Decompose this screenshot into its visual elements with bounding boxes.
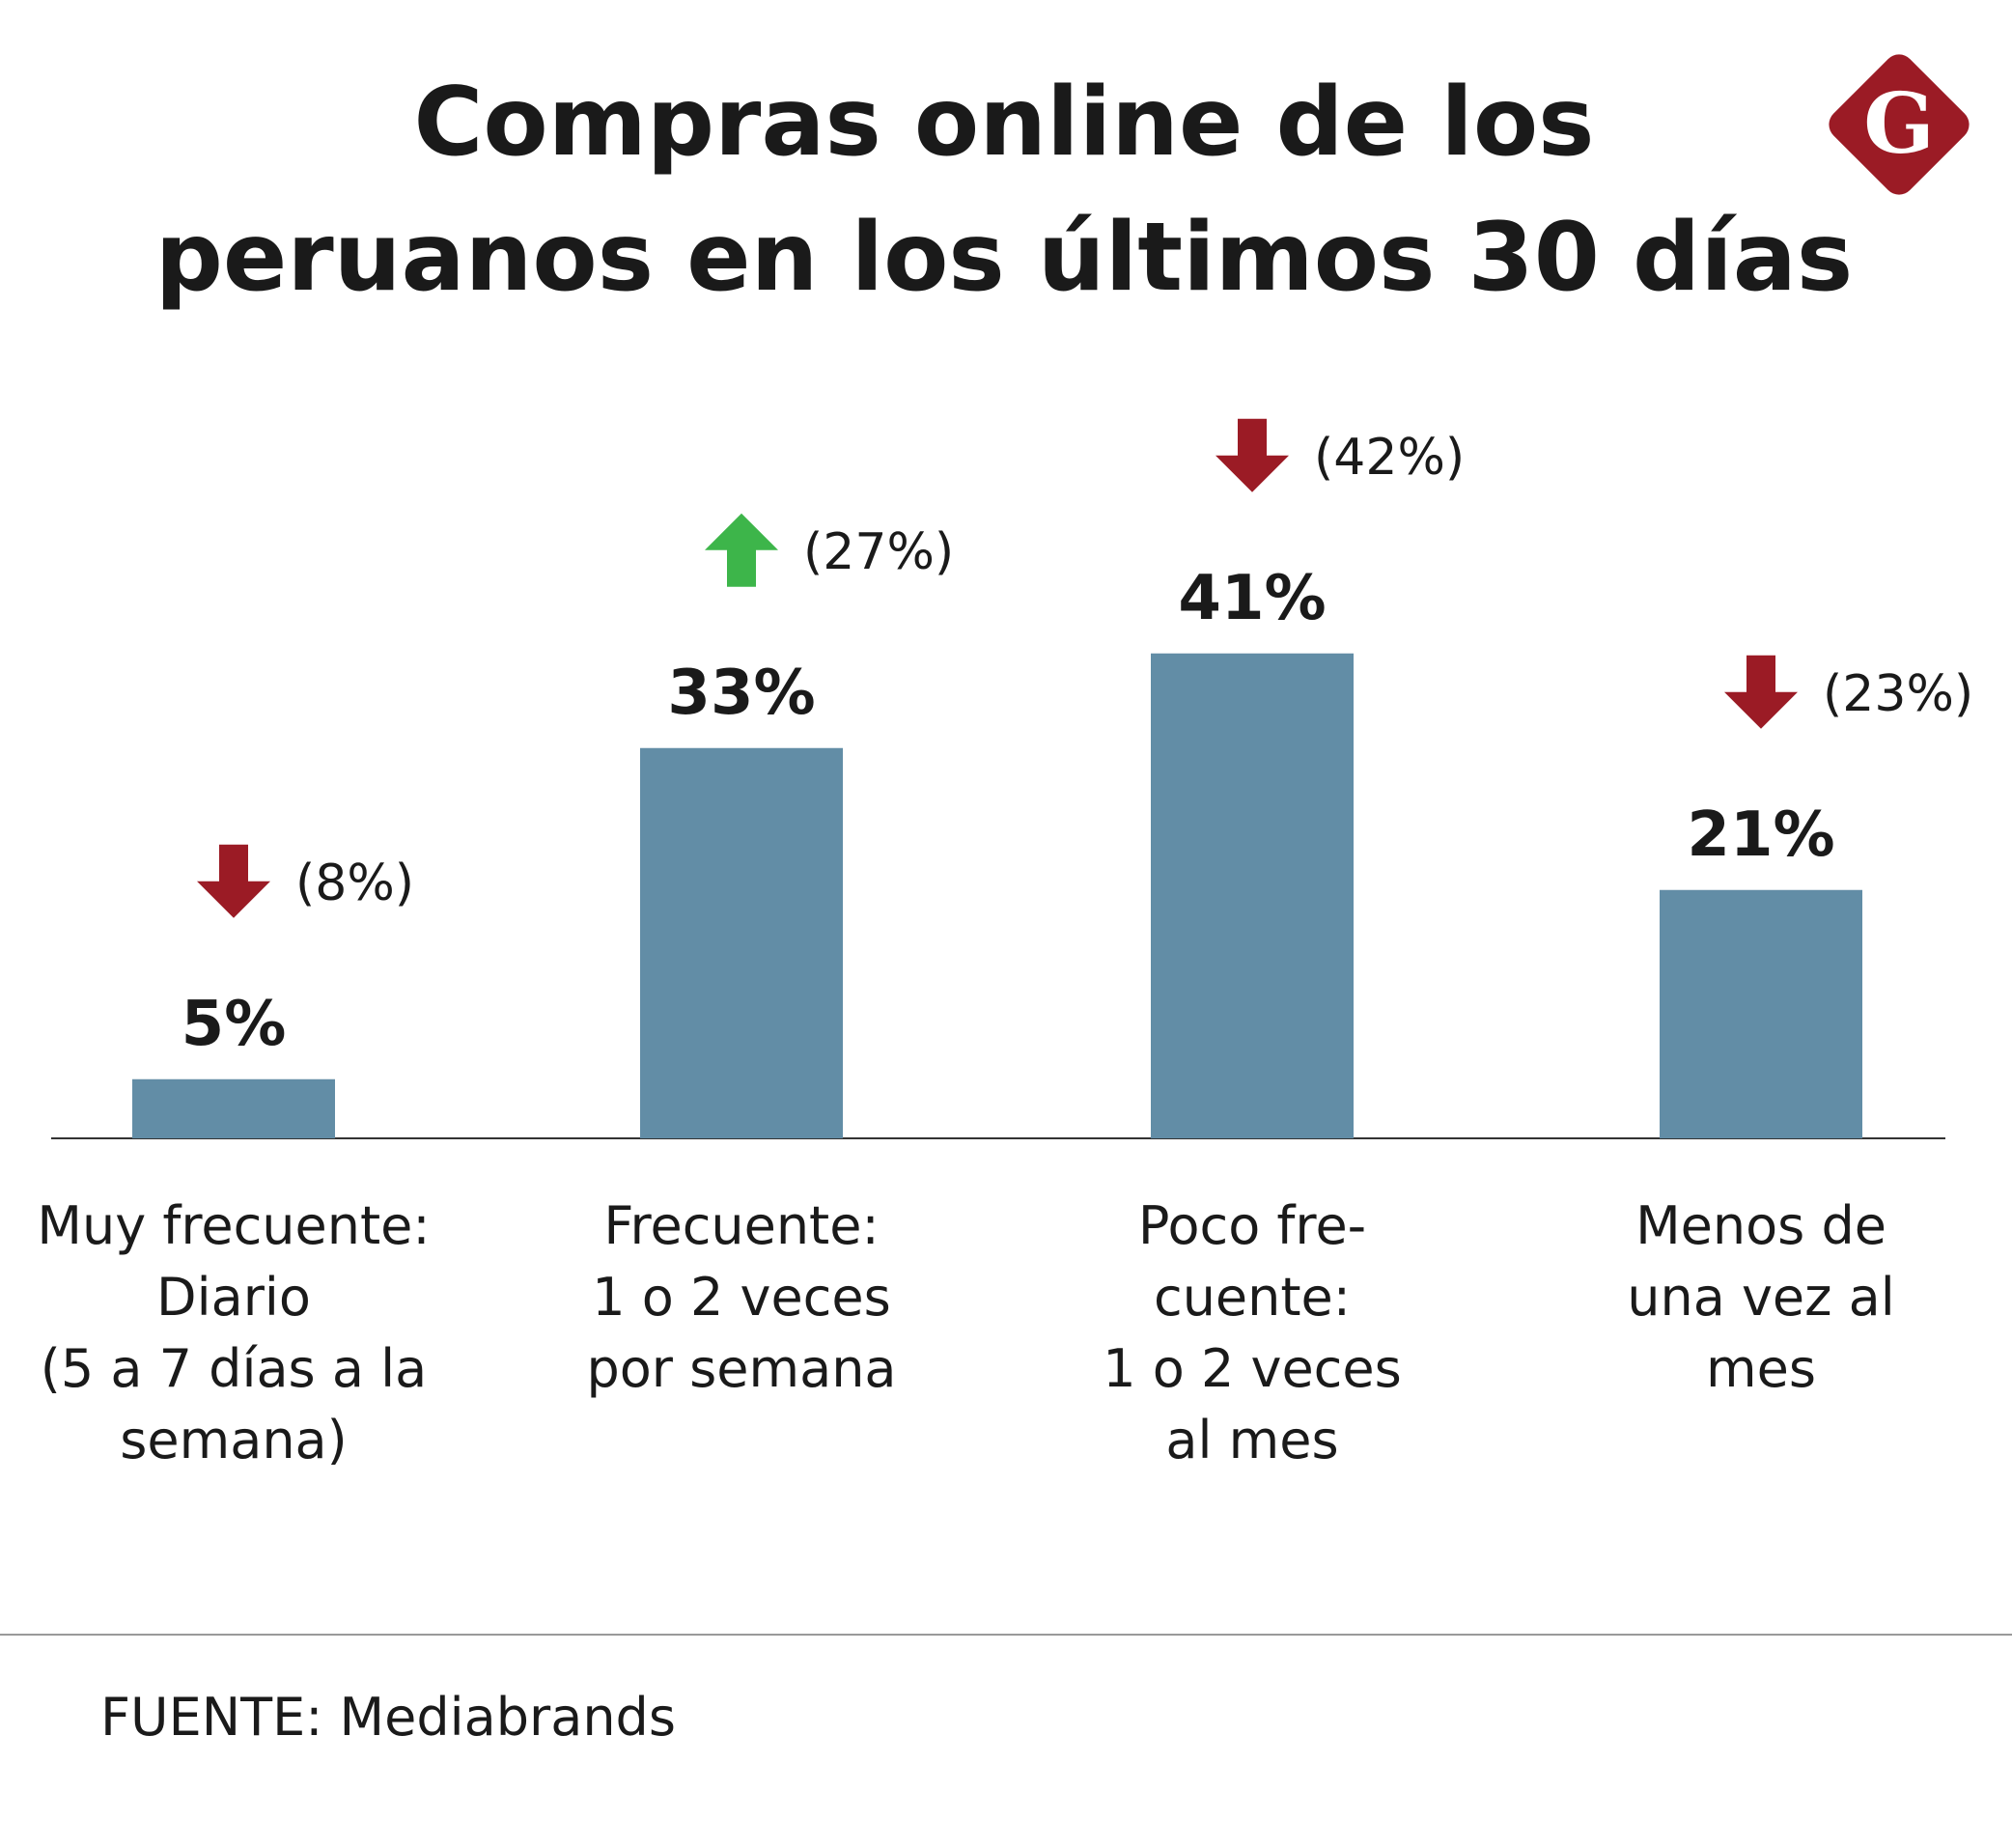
arrow-down [1216, 418, 1289, 492]
previous-label: (23%) [1823, 665, 1973, 723]
category-label: Poco fre-cuente: 1 o 2 veces al mes [1103, 1195, 1401, 1470]
previous-label: (27%) [803, 523, 954, 581]
category-label: Muy frecuente: Diario (5 a 7 días a la sema… [37, 1195, 430, 1470]
value-label: 21% [1687, 799, 1834, 871]
previous-label: (42%) [1314, 429, 1465, 487]
chart-title: Compras online de los peruanos en los últ… [155, 68, 1854, 313]
value-label: 33% [667, 658, 815, 729]
category-label: Menos de una vez al mes [1627, 1195, 1895, 1399]
bar [1660, 889, 1862, 1138]
logo: G [1829, 54, 1970, 195]
arrow-up [705, 513, 778, 587]
logo-diamond [1829, 54, 1970, 195]
logo-text: G [1863, 75, 1934, 173]
value-label: 41% [1178, 563, 1326, 634]
arrow-down [1724, 655, 1798, 729]
arrow-down [197, 844, 270, 918]
previous-label: (8%) [295, 854, 414, 912]
source: FUENTE: Mediabrands [100, 1687, 676, 1748]
bar [640, 747, 843, 1138]
category-label: Frecuente: 1 o 2 veces por semana [586, 1195, 896, 1399]
bar [1151, 653, 1354, 1138]
bar [132, 1078, 335, 1138]
value-label: 5% [182, 989, 287, 1060]
